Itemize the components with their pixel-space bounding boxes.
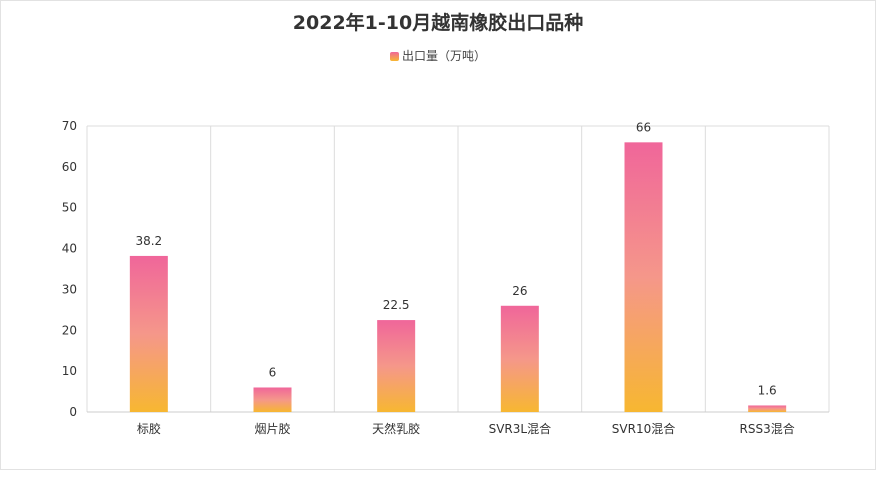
y-tick-label: 60 [62,160,77,174]
y-tick-label: 10 [62,364,77,378]
bar[interactable] [748,405,787,412]
data-label: 26 [512,284,527,298]
y-tick-label: 30 [62,282,77,296]
data-label: 1.6 [758,383,777,397]
y-tick-label: 20 [62,323,77,337]
y-tick-label: 50 [62,201,77,215]
axes: 0 10 20 30 40 50 60 70 [62,119,829,419]
bar[interactable] [129,255,168,412]
bar[interactable] [500,305,539,412]
data-label: 66 [636,120,651,134]
x-tick-label: RSS3混合 [740,421,795,436]
grid-lines [86,125,830,412]
legend-swatch [389,52,399,61]
legend[interactable]: 出口量（万吨） [0,47,876,64]
x-tick-label: 天然乳胶 [372,421,420,436]
data-label: 38.2 [135,234,162,248]
bar[interactable] [624,142,663,413]
data-label: 22.5 [383,298,410,312]
labels: 38.2 标胶 6 烟片胶 22.5 天然乳胶 26 SVR3L混合 66 SVR10混合 1.6 R… [135,120,794,436]
legend-label: 出口量（万吨） [401,49,486,63]
bar[interactable] [377,320,416,412]
bars [129,142,787,413]
chart-title: 2022年1-10月越南橡胶出口品种 [292,12,584,34]
x-tick-label: SVR3L混合 [489,421,552,436]
x-tick-label: 烟片胶 [254,421,290,436]
x-tick-label: SVR10混合 [612,421,675,436]
data-label: 6 [269,365,277,379]
y-tick-label: 0 [69,405,77,419]
bar[interactable] [253,387,292,412]
y-tick-label: 40 [62,242,77,256]
y-tick-label: 70 [62,119,77,133]
x-tick-label: 标胶 [137,421,161,436]
